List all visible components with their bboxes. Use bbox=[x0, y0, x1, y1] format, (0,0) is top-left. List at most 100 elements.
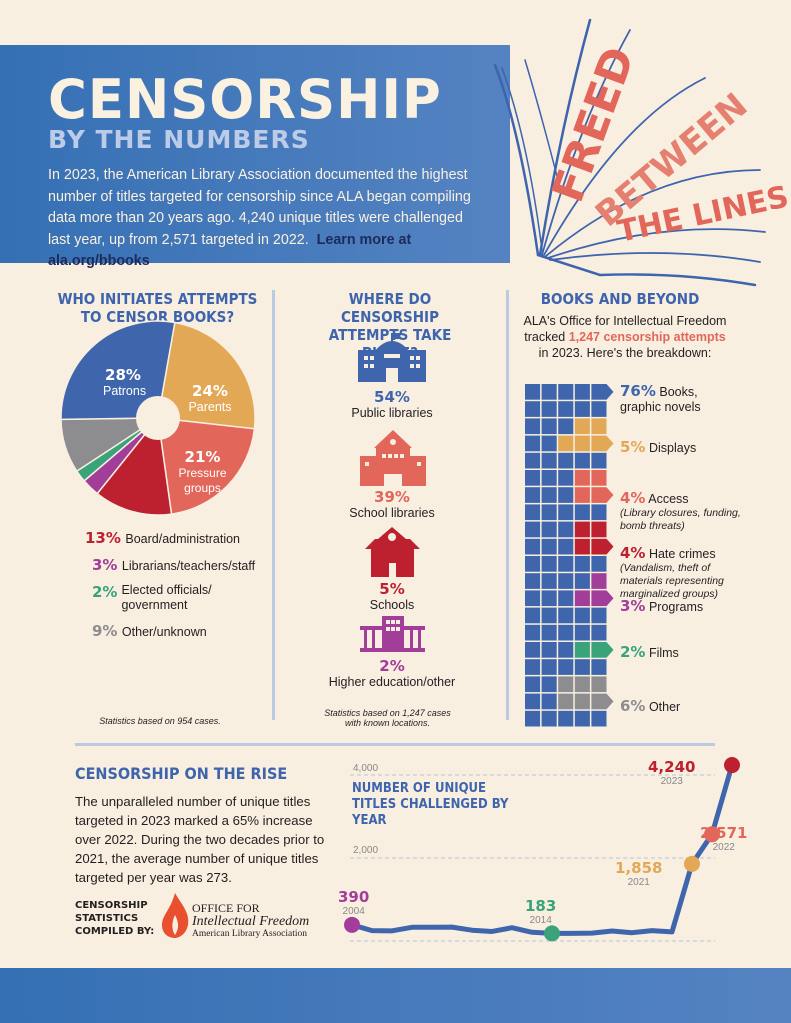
waffle-cell bbox=[574, 538, 590, 555]
data-point-2021 bbox=[684, 855, 700, 872]
waffle-arrow bbox=[606, 384, 614, 400]
waffle-cell bbox=[574, 435, 590, 452]
rise-text: The unparalleled number of unique titles… bbox=[75, 794, 325, 885]
header-banner bbox=[0, 45, 510, 263]
legend-librarians: 3% Librarians/teachers/staff bbox=[92, 556, 255, 575]
waffle-pct: 76% bbox=[620, 382, 656, 400]
waffle-label: Books, bbox=[659, 385, 698, 399]
waffle-cell bbox=[574, 642, 590, 658]
who-note: Statistics based on 954 cases. bbox=[99, 716, 221, 726]
page-title: CENSORSHIP bbox=[48, 68, 442, 131]
beyond-heading: BOOKS AND BEYOND bbox=[540, 290, 700, 308]
legend-pct: 3% bbox=[92, 556, 118, 574]
waffle-cell bbox=[558, 710, 574, 727]
compiled-line: CENSORSHIP bbox=[75, 900, 148, 911]
waffle-cell bbox=[574, 676, 590, 693]
who-heading-line: TO CENSOR BOOKS? bbox=[80, 308, 235, 326]
waffle-cell bbox=[541, 573, 557, 589]
where-item-higher-ed: 2% Higher education/other bbox=[297, 657, 487, 690]
data-value: 4,240 bbox=[648, 758, 696, 776]
compiled-line: COMPILED BY: bbox=[75, 926, 155, 937]
data-point-2022 bbox=[704, 826, 720, 843]
waffle-cell bbox=[558, 573, 574, 589]
waffle-cell bbox=[525, 642, 541, 658]
university-icon bbox=[360, 616, 425, 652]
waffle-cell bbox=[541, 384, 557, 400]
waffle-cell bbox=[525, 573, 541, 589]
where-label: Schools bbox=[369, 598, 415, 612]
waffle-chart bbox=[525, 384, 614, 727]
waffle-cell bbox=[574, 470, 590, 486]
waffle-cell bbox=[558, 504, 574, 521]
waffle-arrow bbox=[606, 642, 614, 658]
waffle-cell bbox=[591, 590, 607, 607]
waffle-cell bbox=[541, 487, 557, 503]
page-subtitle: BY THE NUMBERS bbox=[48, 125, 310, 154]
pie-label-parents: 24% Parents bbox=[185, 382, 235, 415]
who-heading: WHO INITIATES ATTEMPTS TO CENSOR BOOKS? bbox=[56, 290, 259, 326]
where-note: Statistics based on 1,247 cases with know… bbox=[300, 708, 475, 728]
waffle-cell bbox=[558, 521, 574, 538]
waffle-cell bbox=[574, 504, 590, 521]
flame-logo-icon bbox=[162, 893, 189, 938]
waffle-cell bbox=[525, 710, 541, 727]
waffle-cell bbox=[558, 676, 574, 693]
waffle-cell bbox=[525, 590, 541, 607]
waffle-cell bbox=[525, 676, 541, 693]
compiled-line: STATISTICS bbox=[75, 913, 139, 924]
slice-label: Patrons bbox=[103, 384, 147, 398]
waffle-cell bbox=[558, 487, 574, 503]
pie-slice-board bbox=[96, 416, 173, 516]
slice-pct: 24% bbox=[192, 382, 228, 400]
waffle-cell bbox=[591, 624, 607, 641]
waffle-cell bbox=[525, 435, 541, 452]
book-illustration: FREED BETWEEN THE LINES bbox=[493, 18, 791, 287]
where-pct: 5% bbox=[379, 580, 405, 598]
data-year: 2023 bbox=[660, 776, 683, 787]
where-label: Higher education/other bbox=[328, 675, 456, 689]
waffle-cell bbox=[541, 521, 557, 538]
waffle-arrow bbox=[606, 487, 614, 503]
logo-line: Intellectual Freedom bbox=[192, 914, 310, 929]
waffle-cell bbox=[541, 607, 557, 624]
pie-slice-parents bbox=[157, 321, 256, 430]
waffle-cell bbox=[591, 693, 607, 710]
waffle-pct: 6% bbox=[620, 697, 646, 715]
waffle-cell bbox=[558, 556, 574, 572]
data-year: 2004 bbox=[342, 906, 365, 917]
waffle-cell bbox=[525, 659, 541, 675]
waffle-cell bbox=[525, 624, 541, 641]
y-tick-label: 4,000 bbox=[353, 763, 379, 774]
legend-pct: 13% bbox=[85, 529, 121, 547]
who-heading-line: WHO INITIATES ATTEMPTS bbox=[57, 290, 258, 308]
compiled-by: CENSORSHIP STATISTICS COMPILED BY: bbox=[75, 899, 154, 938]
waffle-cell bbox=[525, 384, 541, 400]
learn-more-link[interactable]: Learn more at ala.org/bbooks bbox=[48, 231, 412, 270]
where-label: School libraries bbox=[349, 506, 435, 520]
waffle-label-programs: 3% Programs bbox=[620, 597, 703, 615]
waffle-label: Displays bbox=[648, 441, 697, 455]
data-point-2023 bbox=[724, 757, 740, 774]
waffle-label: graphic novels bbox=[620, 400, 701, 414]
pie-label-patrons: 28% Patrons bbox=[103, 366, 147, 399]
waffle-cell bbox=[541, 676, 557, 693]
legend-elected: 2% Elected officials/ government bbox=[92, 583, 231, 613]
slice-label: Parents bbox=[188, 400, 232, 414]
waffle-cell bbox=[591, 418, 607, 435]
waffle-cell bbox=[574, 487, 590, 503]
waffle-cell bbox=[574, 607, 590, 624]
data-value: 390 bbox=[338, 888, 370, 906]
waffle-cell bbox=[541, 624, 557, 641]
waffle-cell bbox=[591, 521, 607, 538]
waffle-cell bbox=[541, 590, 557, 607]
waffle-cell bbox=[525, 487, 541, 503]
waffle-cell bbox=[558, 418, 574, 435]
waffle-cell bbox=[574, 693, 590, 710]
waffle-label: Programs bbox=[648, 600, 704, 614]
waffle-cell bbox=[525, 538, 541, 555]
rise-heading: CENSORSHIP ON THE RISE bbox=[75, 764, 288, 783]
waffle-cell bbox=[541, 538, 557, 555]
waffle-arrow bbox=[606, 590, 614, 607]
waffle-cell bbox=[558, 624, 574, 641]
